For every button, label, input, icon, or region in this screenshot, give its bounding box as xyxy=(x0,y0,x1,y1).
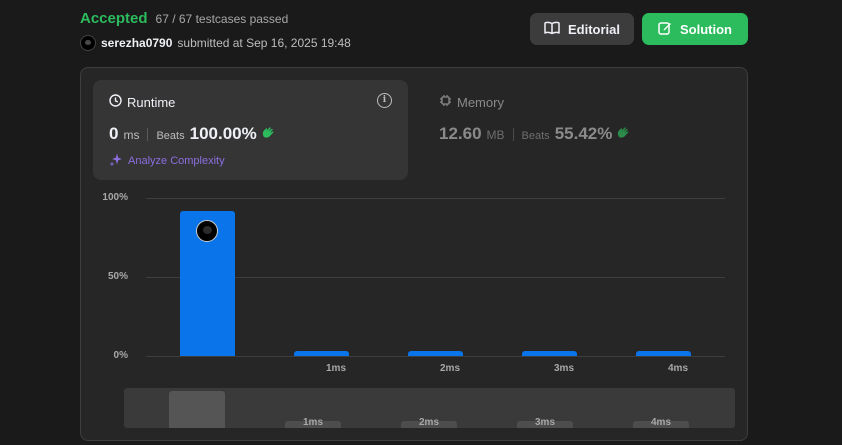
mini-bar xyxy=(401,421,457,428)
submitter-info: serezha0790 submitted at Sep 16, 2025 19… xyxy=(80,35,351,51)
runtime-unit: ms xyxy=(123,128,140,142)
mini-bar xyxy=(285,421,341,428)
analyze-complexity-label: Analyze Complexity xyxy=(128,155,225,167)
y-tick-label: 100% xyxy=(102,192,128,203)
bar[interactable] xyxy=(293,351,349,356)
runtime-title-label: Runtime xyxy=(127,94,176,110)
divider xyxy=(512,127,514,141)
book-icon xyxy=(544,21,560,38)
divider xyxy=(147,127,149,141)
y-tick-label: 0% xyxy=(113,350,128,361)
brush-tick-label: 1ms xyxy=(302,417,323,428)
submission-status: Accepted 67 / 67 testcases passed xyxy=(80,10,288,27)
grid-line xyxy=(146,277,725,278)
avatar[interactable] xyxy=(80,35,96,51)
memory-card[interactable]: Memory 12.60 MB Beats 55.42% xyxy=(423,80,738,180)
runtime-beats-value: 100.00% xyxy=(189,124,257,143)
info-icon[interactable]: i xyxy=(377,93,392,108)
user-avatar-marker xyxy=(196,219,218,242)
chip-icon xyxy=(439,94,452,110)
memory-beats-value: 55.42% xyxy=(554,124,613,143)
grid-line xyxy=(146,198,725,199)
memory-beats-label: Beats xyxy=(521,130,550,142)
mini-bar xyxy=(633,421,689,428)
grid-line xyxy=(146,356,725,357)
runtime-title: Runtime xyxy=(109,94,175,110)
chart-range-brush[interactable]: 1ms 2ms 3ms 4ms xyxy=(124,388,735,428)
brush-tick-label: 3ms xyxy=(534,417,555,428)
runtime-beats-label: Beats xyxy=(156,130,185,142)
x-tick-label: 2ms xyxy=(439,363,460,374)
memory-value: 12.60 xyxy=(439,124,482,143)
username-link[interactable]: serezha0790 xyxy=(101,36,173,50)
x-tick-label: 4ms xyxy=(667,363,688,374)
brush-tick-label: 2ms xyxy=(418,417,439,428)
editorial-label: Editorial xyxy=(567,21,620,37)
clap-icon xyxy=(261,126,275,142)
sparkle-icon xyxy=(109,153,122,169)
mini-bar xyxy=(517,421,573,428)
solution-label: Solution xyxy=(680,21,732,37)
runtime-value: 0 xyxy=(109,124,119,143)
solution-button[interactable]: Solution xyxy=(642,13,748,45)
runtime-card[interactable]: Runtime i 0 ms Beats 100.00% Analyze Com… xyxy=(93,80,408,180)
y-tick-label: 50% xyxy=(107,271,128,282)
memory-metrics: 12.60 MB Beats 55.42% xyxy=(439,124,630,144)
bar[interactable] xyxy=(521,351,577,356)
runtime-metrics: 0 ms Beats 100.00% xyxy=(109,124,275,144)
memory-title: Memory xyxy=(439,94,504,110)
memory-unit: MB xyxy=(486,128,505,142)
clap-icon xyxy=(616,126,630,142)
brush-handle[interactable] xyxy=(169,391,225,428)
edit-icon xyxy=(658,21,672,38)
accepted-status: Accepted xyxy=(80,10,148,27)
memory-title-label: Memory xyxy=(457,94,504,110)
clock-icon xyxy=(109,94,122,110)
submitted-time: submitted at Sep 16, 2025 19:48 xyxy=(177,36,351,50)
brush-tick-label: 4ms xyxy=(650,417,671,428)
x-tick-label: 1ms xyxy=(325,363,346,374)
analyze-complexity-link[interactable]: Analyze Complexity xyxy=(109,153,225,169)
x-tick-label: 3ms xyxy=(553,363,574,374)
testcases-passed: 67 / 67 testcases passed xyxy=(155,12,289,26)
editorial-button[interactable]: Editorial xyxy=(530,13,634,45)
bar[interactable] xyxy=(407,351,463,356)
bar[interactable] xyxy=(635,351,691,356)
